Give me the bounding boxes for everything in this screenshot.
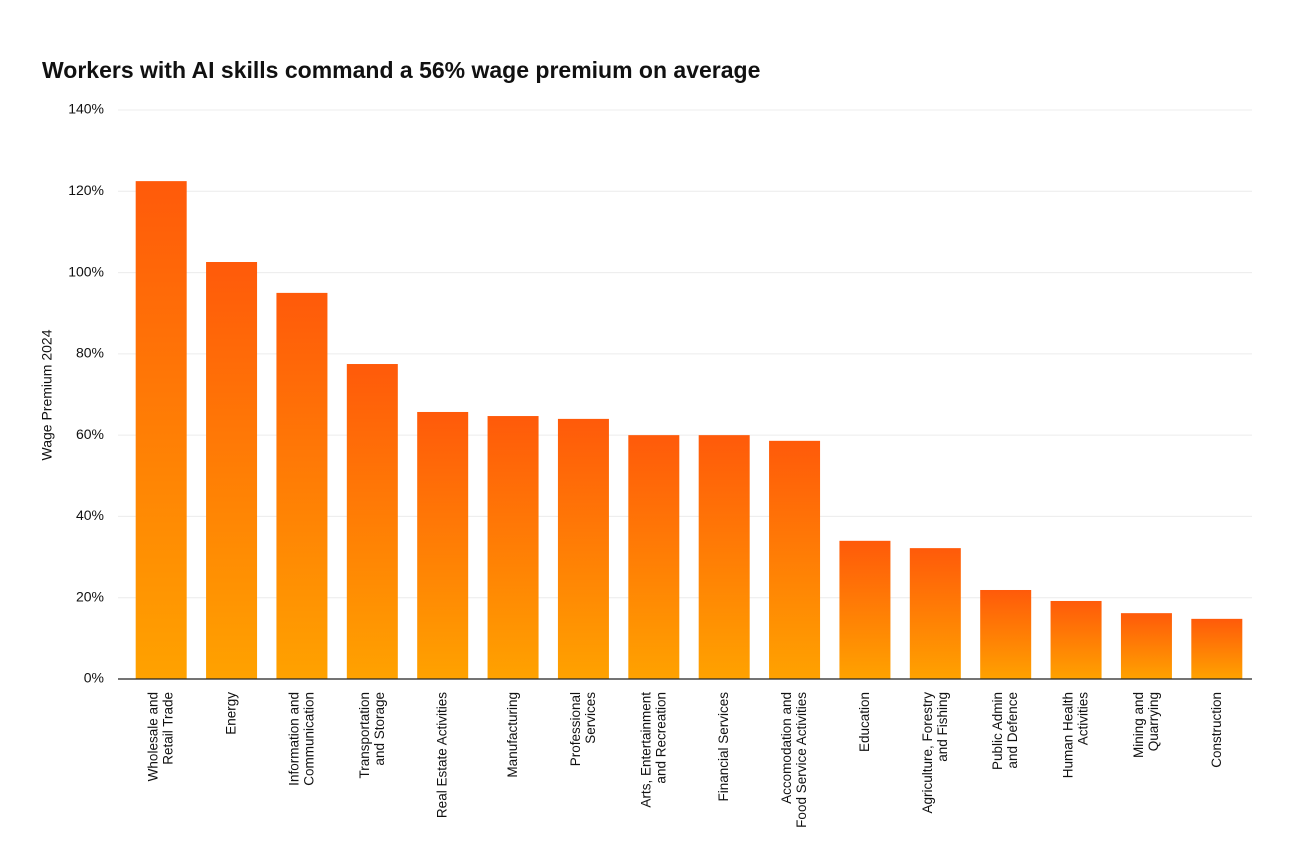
bar xyxy=(1050,600,1102,679)
bar xyxy=(557,418,609,679)
y-axis-label: Wage Premium 2024 xyxy=(39,329,55,460)
x-tick-label: Wholesale andRetail Trade xyxy=(145,692,175,781)
bar xyxy=(1191,618,1243,679)
x-tick-label: Mining andQuarrying xyxy=(1131,692,1161,758)
bar xyxy=(839,540,891,679)
y-tick-label: 140% xyxy=(68,101,104,117)
bar xyxy=(769,440,821,679)
bar xyxy=(628,435,680,679)
bar xyxy=(698,435,750,679)
bar xyxy=(206,262,258,679)
x-tick-label: Transportationand Storage xyxy=(356,692,386,779)
bar xyxy=(909,548,961,679)
bar xyxy=(487,416,539,679)
x-tick-label: Public Adminand Defence xyxy=(990,692,1020,770)
chart-title: Workers with AI skills command a 56% wag… xyxy=(42,57,760,83)
y-tick-label: 0% xyxy=(84,670,104,686)
bar xyxy=(417,411,469,679)
x-tick-label: Arts, Entertainmentand Recreation xyxy=(638,692,668,808)
x-tick-label: Human HealthActivities xyxy=(1060,692,1090,779)
x-tick-label: Construction xyxy=(1208,692,1223,768)
bar xyxy=(346,364,398,679)
x-tick-label: Education xyxy=(857,692,872,752)
y-tick-label: 60% xyxy=(76,426,104,442)
bar xyxy=(1120,613,1172,679)
x-tick-label: ProfessionalServices xyxy=(568,692,598,767)
y-tick-label: 80% xyxy=(76,345,104,361)
bar xyxy=(276,292,328,679)
x-tick-label: Financial Services xyxy=(716,692,731,802)
y-tick-label: 120% xyxy=(68,182,104,198)
y-tick-label: 20% xyxy=(76,588,104,604)
bar xyxy=(980,589,1032,679)
x-tick-label: Real Estate Activities xyxy=(434,692,449,818)
x-tick-label: Accomodation andFood Service Activities xyxy=(779,692,809,828)
y-tick-label: 40% xyxy=(76,507,104,523)
x-tick-label: Agriculture, Forestryand Fishing xyxy=(919,692,949,814)
x-tick-label: Energy xyxy=(223,692,238,735)
y-tick-label: 100% xyxy=(68,263,104,279)
x-tick-label: Information andCommunication xyxy=(286,692,316,786)
x-tick-label: Manufacturing xyxy=(505,692,520,778)
bar xyxy=(135,181,187,679)
